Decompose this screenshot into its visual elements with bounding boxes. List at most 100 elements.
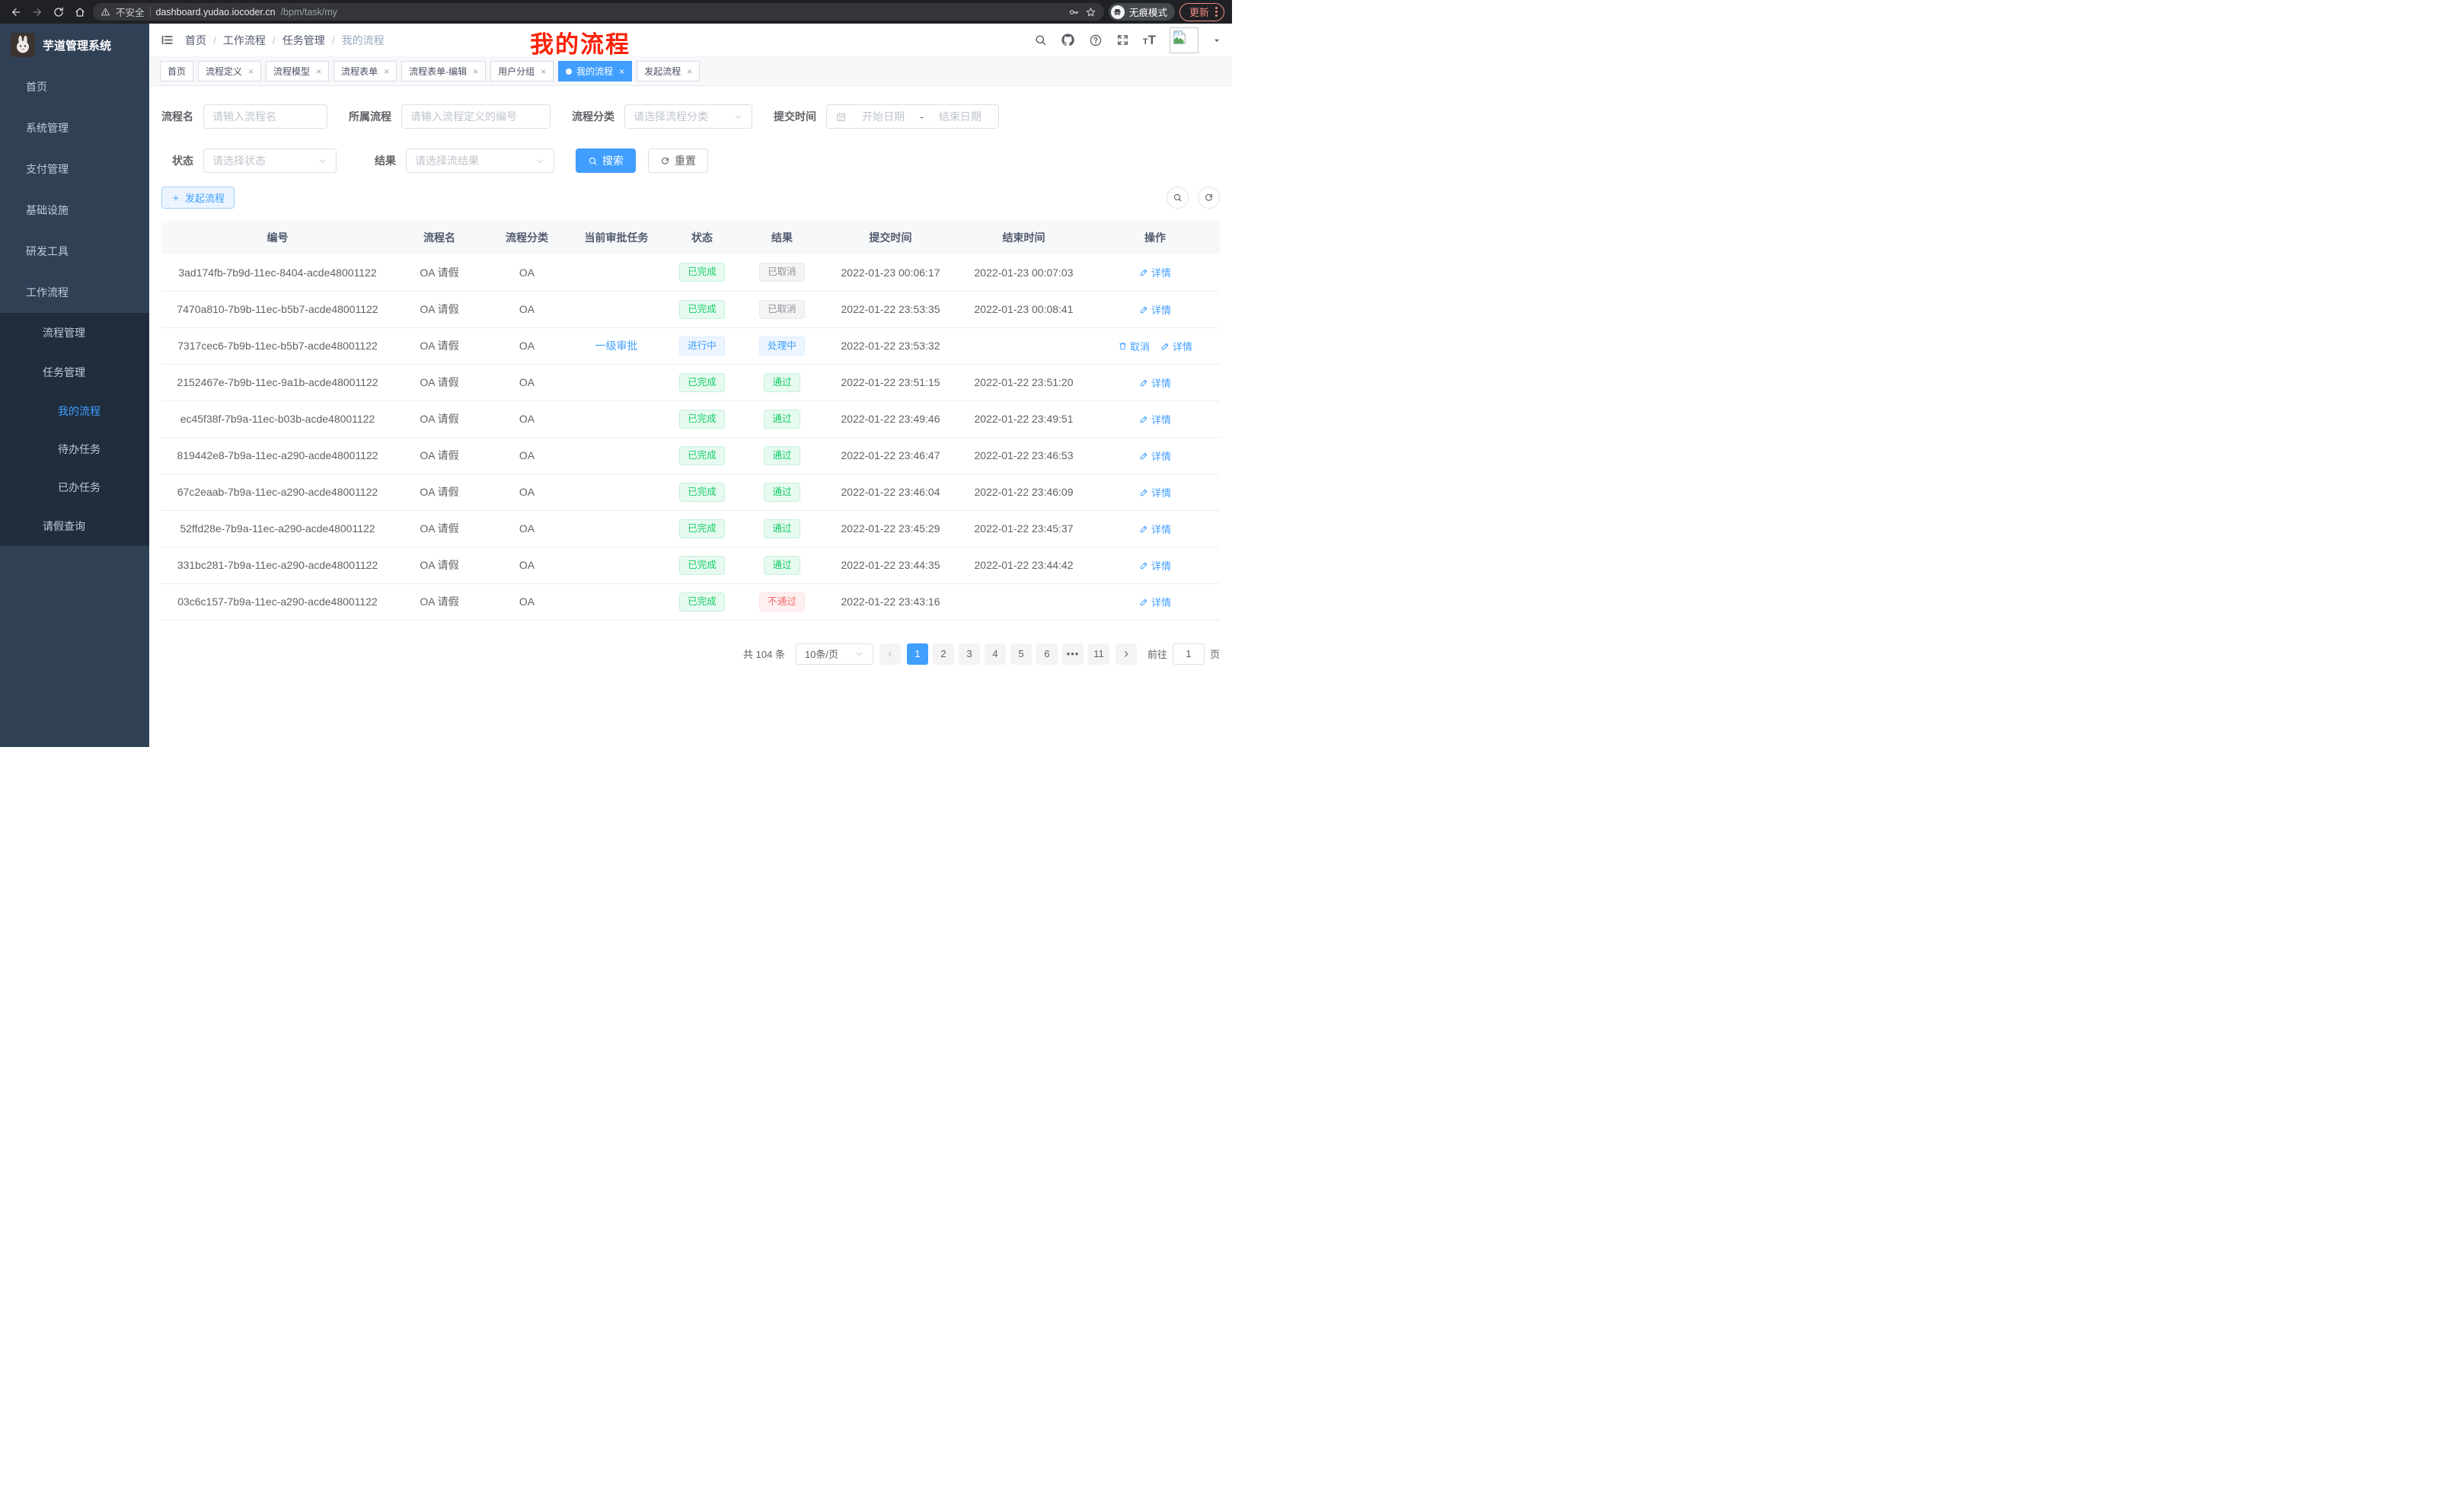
search-button[interactable]: 搜索	[576, 148, 636, 173]
sidebar-item-eye-closed[interactable]: 已办任务	[0, 468, 149, 506]
page-button-6[interactable]: 6	[1036, 643, 1058, 665]
process-name-input[interactable]	[203, 104, 327, 129]
close-icon[interactable]: ×	[541, 65, 547, 77]
sidebar-item-dashboard[interactable]: 首页	[0, 66, 149, 107]
browser-update-button[interactable]: 更新	[1179, 2, 1224, 21]
font-size-icon[interactable]: TT	[1142, 33, 1156, 47]
取消-action-link[interactable]: 取消	[1118, 339, 1150, 353]
category-select[interactable]: 请选择流程分类	[624, 104, 752, 129]
github-icon[interactable]	[1061, 33, 1075, 47]
page-button-3[interactable]: 3	[958, 643, 980, 665]
详情-action-link[interactable]: 详情	[1139, 302, 1171, 317]
page-button-5[interactable]: 5	[1010, 643, 1032, 665]
详情-action-link[interactable]: 详情	[1139, 265, 1171, 279]
header-search-icon[interactable]	[1034, 34, 1047, 46]
sidebar-item-user[interactable]: 请假查询	[0, 506, 149, 546]
browser-menu-icon[interactable]	[1215, 7, 1218, 17]
status-select[interactable]: 请选择状态	[203, 148, 337, 173]
address-bar[interactable]: 不安全 dashboard.yudao.iocoder.cn/bpm/task/…	[93, 3, 1104, 21]
sidebar-item-flow[interactable]: 任务管理	[0, 353, 149, 392]
status-label: 状态	[172, 155, 193, 167]
close-icon[interactable]: ×	[316, 65, 322, 77]
reset-button[interactable]: 重置	[648, 148, 708, 173]
cell-category: OA	[485, 583, 569, 621]
user-menu-caret-icon[interactable]	[1212, 36, 1221, 45]
page-size-select[interactable]: 10条/页	[795, 643, 873, 665]
close-icon[interactable]: ×	[248, 65, 254, 77]
search-icon	[1173, 193, 1183, 203]
search-icon	[588, 156, 598, 166]
back-icon[interactable]	[8, 4, 24, 21]
column-header: 流程名	[394, 221, 485, 254]
sidebar-item-monitor[interactable]: 基础设施	[0, 190, 149, 231]
tab-我的流程[interactable]: 我的流程 ×	[558, 61, 633, 81]
home-icon[interactable]	[72, 4, 88, 21]
详情-action-link[interactable]: 详情	[1139, 485, 1171, 500]
page-button-1[interactable]: 1	[906, 643, 928, 665]
submit-time-label: 提交时间	[774, 110, 816, 123]
tab-流程定义[interactable]: 流程定义 ×	[198, 61, 262, 81]
bookmark-star-icon[interactable]	[1085, 6, 1096, 18]
tab-用户分组[interactable]: 用户分组 ×	[490, 61, 554, 81]
cell-process-name: OA 请假	[394, 510, 485, 547]
more-pages-button[interactable]: •••	[1061, 643, 1084, 665]
reload-icon[interactable]	[50, 4, 67, 21]
breadcrumb-item[interactable]: 工作流程	[222, 34, 266, 46]
goto-page-input[interactable]	[1172, 643, 1205, 665]
current-task-link[interactable]: 一级审批	[595, 340, 638, 352]
collapse-sidebar-icon[interactable]	[160, 33, 174, 47]
cell-actions: 详情	[1090, 547, 1220, 584]
app-title: 芋道管理系统	[43, 39, 112, 53]
close-icon[interactable]: ×	[384, 65, 390, 77]
status-badge: 已完成	[679, 482, 725, 502]
tab-流程表单-编辑[interactable]: 流程表单-编辑 ×	[401, 61, 487, 81]
tab-流程模型[interactable]: 流程模型 ×	[266, 61, 330, 81]
show-search-button[interactable]	[1167, 187, 1189, 209]
forward-icon[interactable]	[29, 4, 46, 21]
详情-action-link[interactable]: 详情	[1139, 558, 1171, 573]
browser-chrome: 不安全 dashboard.yudao.iocoder.cn/bpm/task/…	[0, 0, 1232, 24]
chevron-down-icon	[854, 649, 864, 659]
column-header: 操作	[1090, 221, 1220, 254]
详情-action-link[interactable]: 详情	[1139, 412, 1171, 426]
详情-action-link[interactable]: 详情	[1139, 375, 1171, 390]
prev-page-button[interactable]	[879, 643, 901, 665]
tab-首页[interactable]: 首页	[160, 61, 194, 81]
result-select[interactable]: 请选择流结果	[406, 148, 554, 173]
详情-action-link[interactable]: 详情	[1139, 595, 1171, 609]
parent-process-input[interactable]	[401, 104, 551, 129]
详情-action-link[interactable]: 详情	[1139, 449, 1171, 463]
next-page-button[interactable]	[1115, 643, 1137, 665]
tab-发起流程[interactable]: 发起流程 ×	[637, 61, 701, 81]
sidebar-item-list[interactable]: 流程管理	[0, 313, 149, 353]
submit-time-range-picker[interactable]: 开始日期 - 结束日期	[826, 104, 999, 129]
tab-流程表单[interactable]: 流程表单 ×	[334, 61, 397, 81]
sidebar-item-eye[interactable]: 待办任务	[0, 430, 149, 468]
page-button-2[interactable]: 2	[932, 643, 954, 665]
close-icon[interactable]: ×	[619, 65, 625, 77]
help-icon[interactable]	[1089, 34, 1103, 47]
start-process-button[interactable]: 发起流程	[161, 187, 235, 209]
breadcrumb-item[interactable]: 首页	[185, 34, 206, 46]
sidebar-item-robot[interactable]: 我的流程	[0, 392, 149, 430]
incognito-icon	[1110, 5, 1125, 19]
sidebar-item-yen[interactable]: 支付管理	[0, 148, 149, 190]
breadcrumb-item[interactable]: 任务管理	[282, 34, 325, 46]
avatar[interactable]	[1170, 27, 1198, 53]
column-header: 编号	[161, 221, 394, 254]
fullscreen-icon[interactable]	[1116, 34, 1129, 46]
详情-action-link[interactable]: 详情	[1139, 522, 1171, 536]
详情-action-link[interactable]: 详情	[1160, 339, 1192, 353]
status-badge: 已完成	[679, 409, 725, 429]
close-icon[interactable]: ×	[473, 65, 479, 77]
edit-icon	[1139, 378, 1149, 388]
refresh-table-button[interactable]	[1198, 187, 1220, 209]
close-icon[interactable]: ×	[687, 65, 693, 77]
sidebar-item-toolbox[interactable]: 研发工具	[0, 231, 149, 272]
page-button-11[interactable]: 11	[1087, 643, 1109, 665]
page-button-4[interactable]: 4	[984, 643, 1006, 665]
cell-status: 已完成	[664, 401, 740, 438]
sidebar-item-briefcase[interactable]: 工作流程	[0, 272, 149, 313]
key-icon[interactable]	[1068, 6, 1080, 18]
sidebar-item-gear[interactable]: 系统管理	[0, 107, 149, 148]
